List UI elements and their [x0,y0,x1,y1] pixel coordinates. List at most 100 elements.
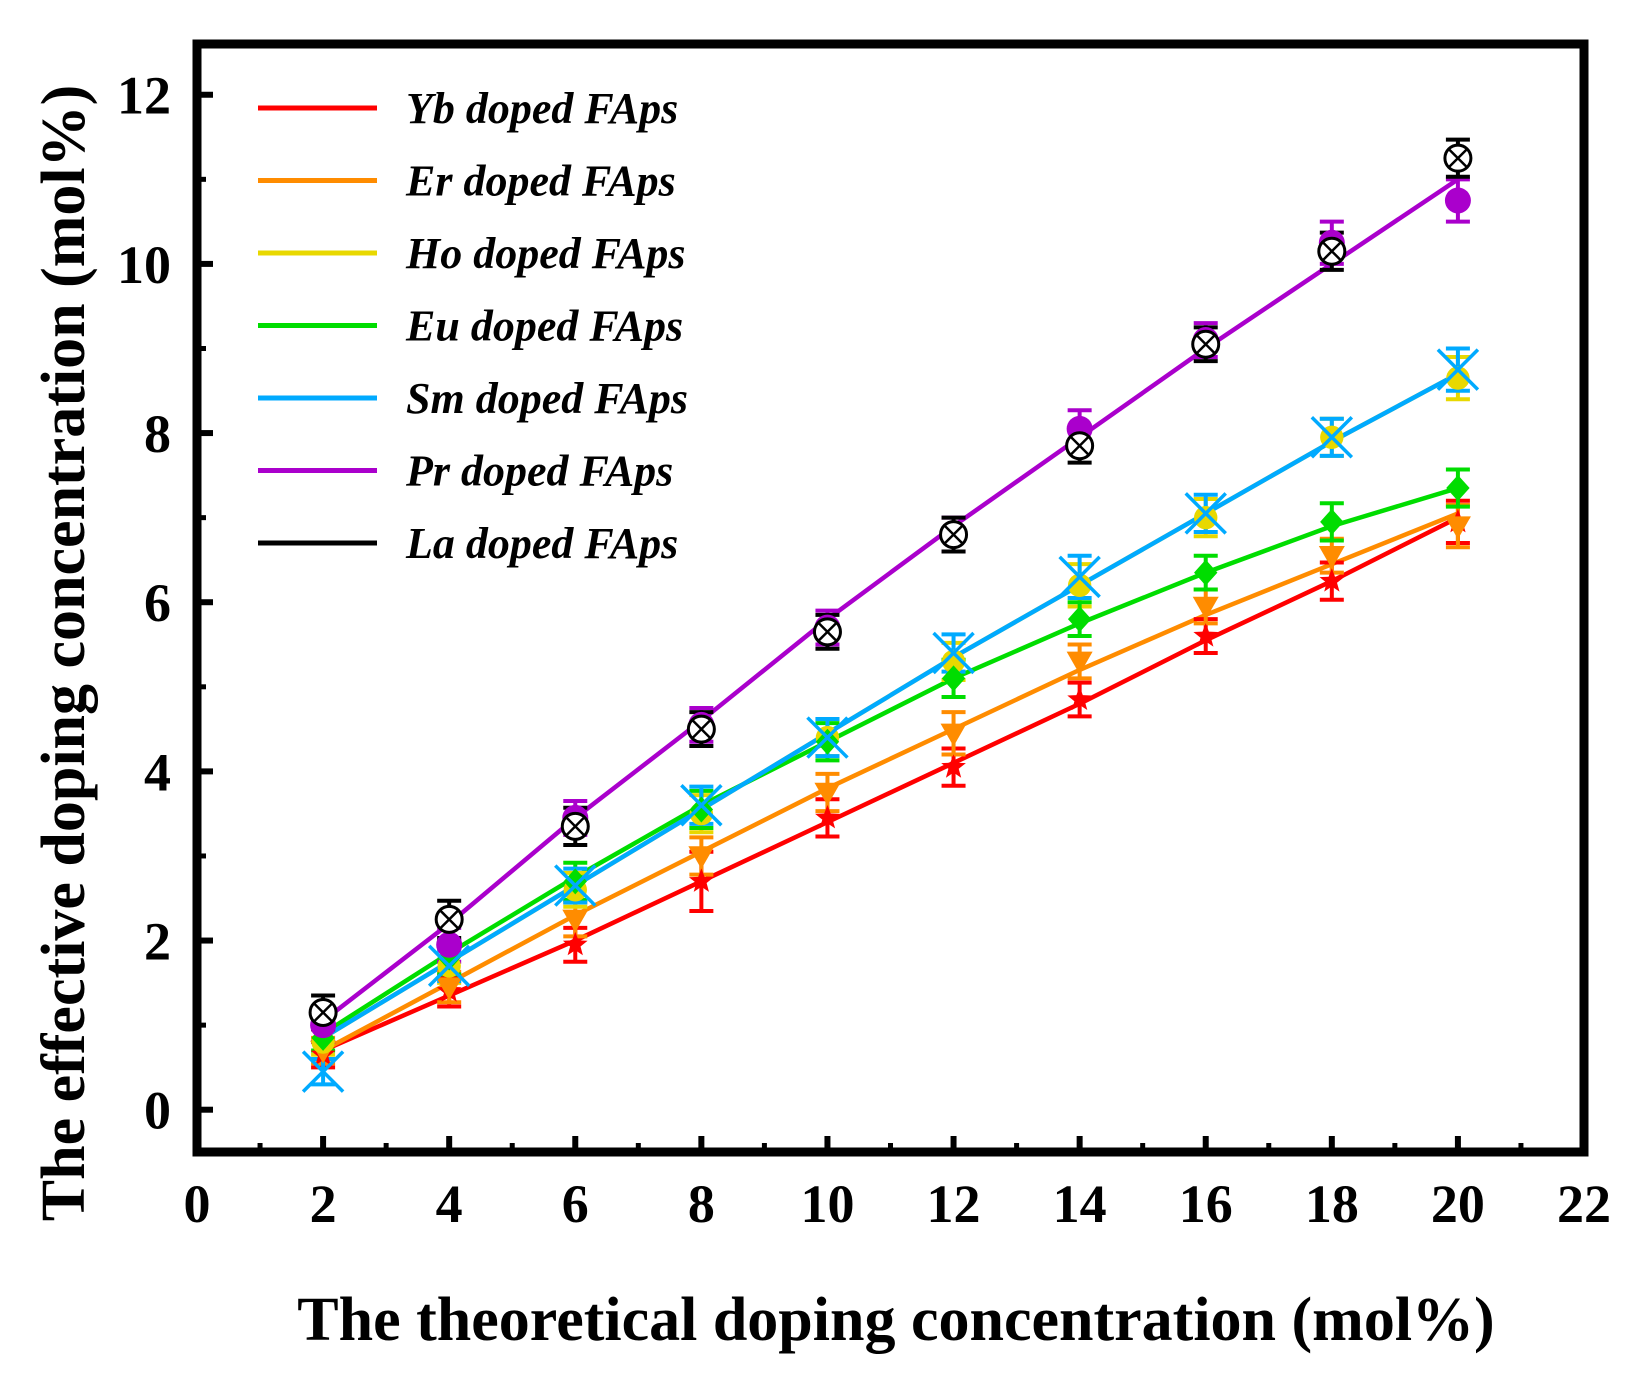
marker-stroke [1195,334,1216,355]
data-point [1446,366,1470,390]
legend-item: Yb doped FAps [258,84,678,133]
series-line [321,371,1459,1040]
data-point [308,997,338,1027]
data-point [1067,686,1092,710]
marker-stroke [554,864,597,907]
data-point [1067,606,1092,633]
legend-label: Ho doped FAps [405,229,686,278]
marker-stroke [439,909,460,930]
data-point [932,631,975,675]
marker-stroke [427,944,471,988]
data-point [941,649,966,674]
marker-stroke [1436,348,1480,391]
data-point [1058,555,1101,599]
data-point [562,909,589,933]
y-tick-label: 4 [144,742,171,802]
data-point [436,931,463,958]
data-point [1319,568,1345,592]
legend-label: Pr doped FAps [405,447,673,496]
data-point [1436,348,1480,391]
legend-item: Ho doped FAps [258,229,686,278]
x-tick-label: 8 [688,1174,715,1234]
series-line [321,177,1460,1023]
data-point [563,868,587,895]
data-point [1446,475,1470,502]
data-point [301,1050,345,1093]
data-point [1444,187,1471,214]
data-point [1066,651,1093,675]
data-point [814,782,841,806]
series-line [322,515,1459,1053]
x-tick-label: 4 [436,1174,463,1234]
y-tick-label: 2 [144,912,171,972]
legend-item: Pr doped FAps [258,447,673,496]
data-point [815,728,840,755]
marker-stroke [301,1050,345,1093]
marker-stroke [680,783,723,827]
x-tick-label: 6 [562,1174,589,1234]
legend-label: Yb doped FAps [406,84,678,133]
data-point [689,796,714,823]
data-point [554,864,597,907]
legend-item: Sm doped FAps [258,374,688,423]
data-point [689,868,714,892]
legend-item: Er doped FAps [258,157,676,206]
marker-stroke [1058,555,1101,599]
marker-stroke [565,816,586,837]
data-point [1184,492,1227,535]
x-axis-title: The theoretical doping concentration (mo… [297,1286,1494,1354]
data-point [686,714,716,744]
marker-stroke [817,621,838,642]
marker-stroke [1184,492,1227,535]
data-point [427,944,471,988]
y-tick-label: 10 [117,235,171,295]
data-point [434,904,464,934]
x-tick-label: 20 [1431,1174,1485,1234]
y-tick-label: 8 [144,404,171,464]
legend-item: La doped FAps [258,519,678,568]
data-point [806,716,849,759]
data-point [941,754,966,778]
x-tick-label: 10 [800,1174,854,1234]
marker-stroke [691,719,712,740]
data-point [680,783,723,827]
legend-item: Eu doped FAps [258,302,683,351]
data-point [562,931,588,956]
y-tick-label: 6 [144,573,171,633]
data-point [1318,545,1345,569]
data-point [560,811,590,841]
series-line [322,511,1459,1053]
legend-label: Er doped FAps [405,157,676,206]
x-tick-label: 22 [1557,1174,1611,1234]
marker-stroke [1310,416,1354,459]
series-line [321,485,1459,1036]
x-tick-label: 12 [927,1174,981,1234]
x-tick-label: 16 [1179,1174,1233,1234]
data-point [1192,596,1219,620]
data-point [940,723,967,747]
marker-stroke [806,716,849,759]
data-point [688,846,715,869]
data-point [1193,623,1219,647]
x-tick-label: 14 [1053,1174,1107,1234]
data-point [815,804,840,829]
data-point [941,665,966,692]
data-point [1317,236,1347,266]
data-point [1065,431,1095,461]
x-tick-label: 18 [1305,1174,1359,1234]
marker-stroke [1321,241,1342,262]
data-point [1444,516,1471,540]
marker-stroke [943,524,964,545]
x-tick-label: 2 [310,1174,337,1234]
data-point [1067,573,1092,598]
data-point [1194,505,1218,530]
marker-stroke [313,1002,334,1023]
y-axis-title: The effective doping concentration (mol%… [30,85,98,1221]
data-point [1443,143,1473,173]
marker-stroke [1447,148,1468,169]
data-point [812,617,842,647]
marker-stroke [1069,435,1090,456]
legend-label: Eu doped FAps [405,302,683,351]
legend-label: La doped FAps [405,519,678,568]
